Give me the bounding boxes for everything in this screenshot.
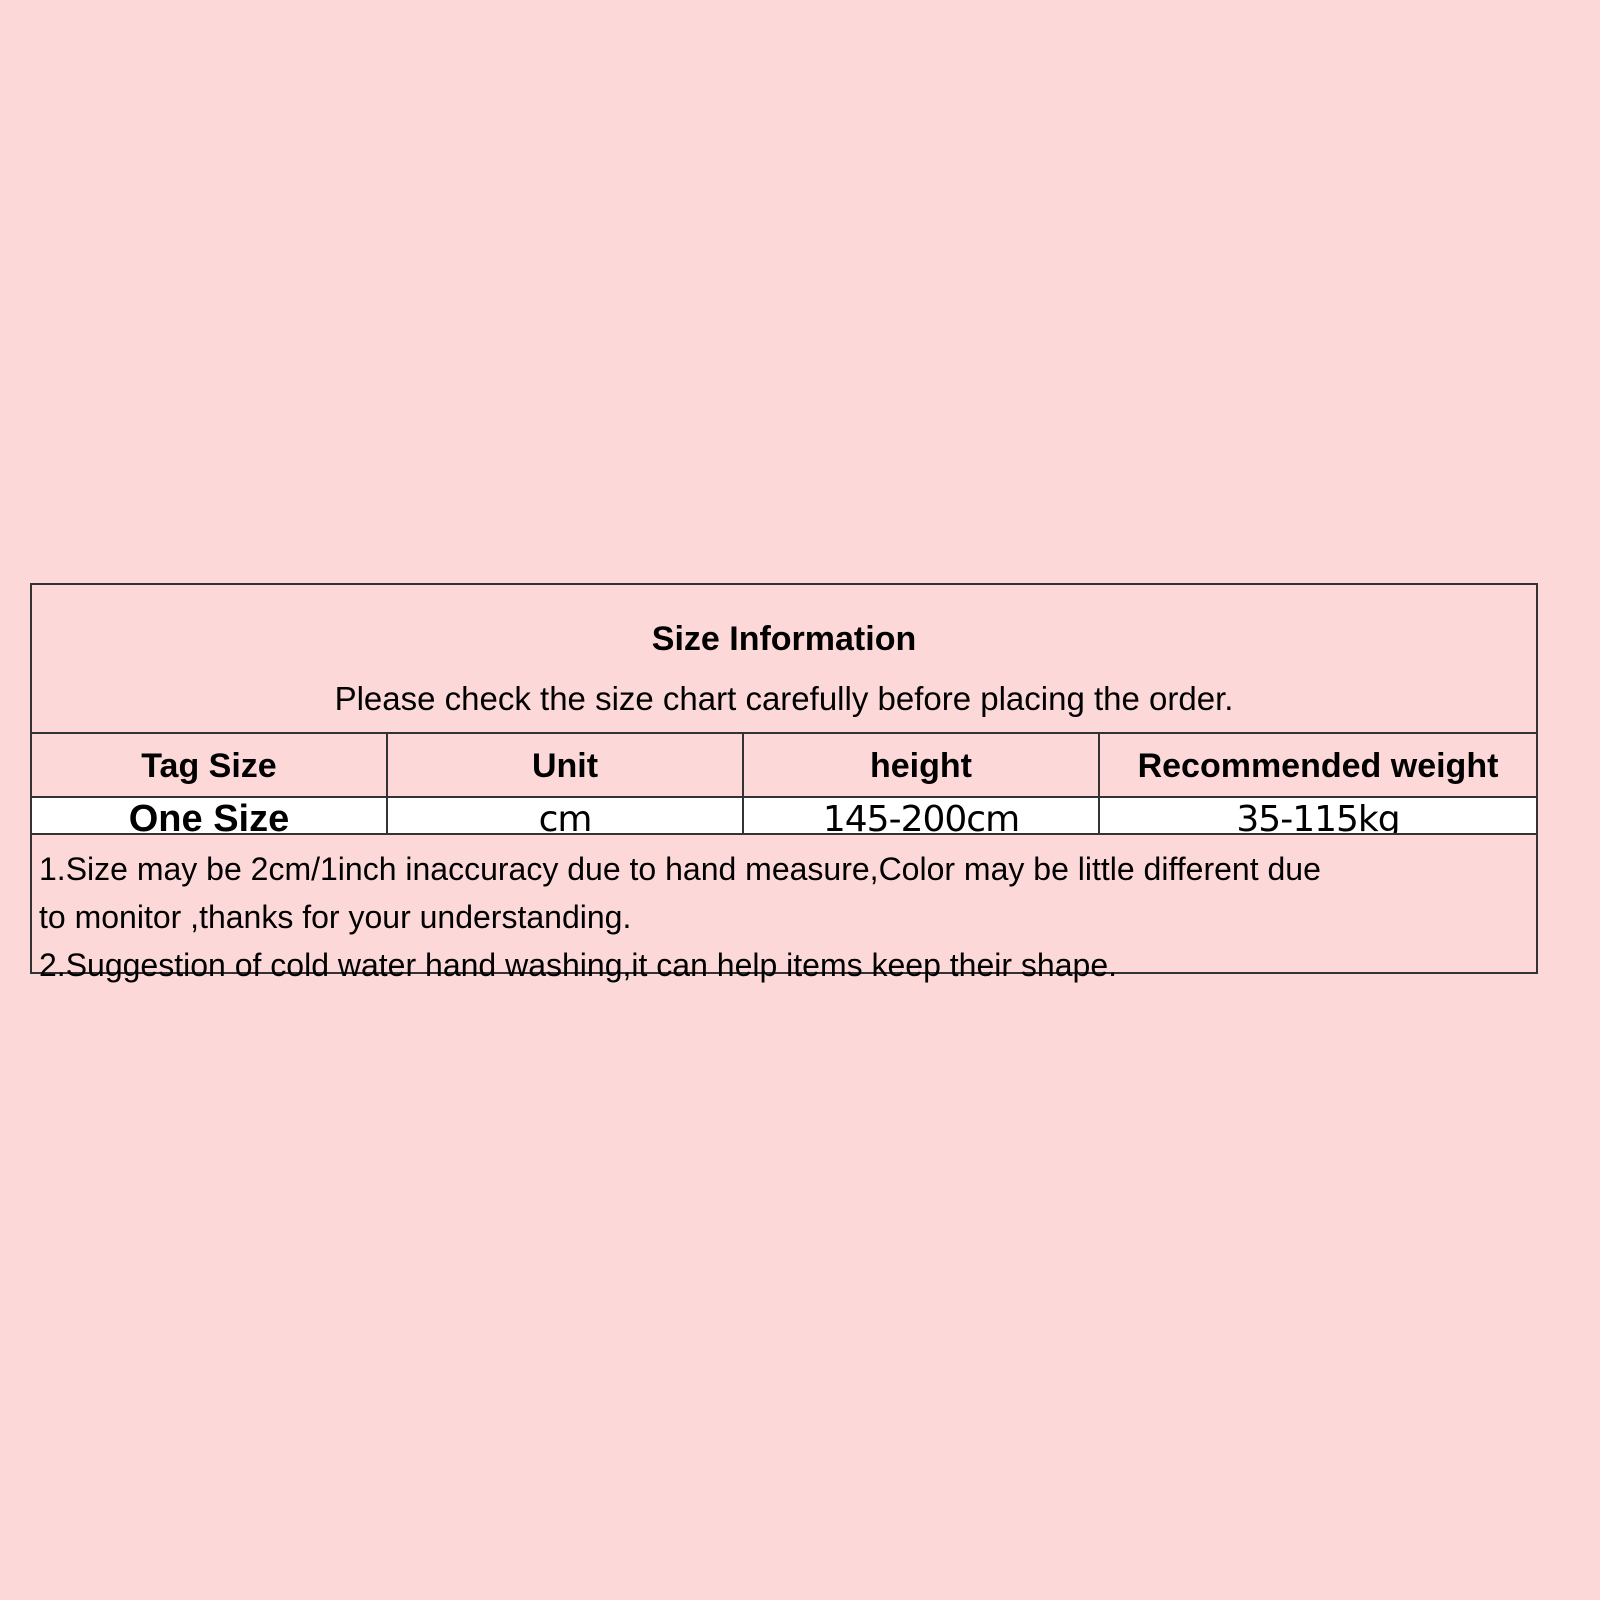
table-title: Size Information xyxy=(651,620,917,658)
cell-weight: 35-115kg xyxy=(1236,799,1400,833)
note-line: 2.Suggestion of cold water hand washing,… xyxy=(39,947,1117,983)
header-row: Tag Size Unit height Recommended weight xyxy=(32,734,1536,798)
note-line: 1.Size may be 2cm/1inch inaccuracy due t… xyxy=(39,851,1321,887)
notes: 1.Size may be 2cm/1inch inaccuracy due t… xyxy=(32,835,1536,983)
header-unit: Unit xyxy=(388,734,744,796)
cell-tag-size: One Size xyxy=(32,798,388,833)
header-recommended-weight: Recommended weight xyxy=(1137,747,1499,785)
table-row: One Size cm 145-200cm 35-115kg xyxy=(32,798,1536,835)
cell-unit: cm xyxy=(388,798,744,833)
size-table: Size Information Please check the size c… xyxy=(30,583,1538,983)
table-subtitle: Please check the size chart carefully be… xyxy=(334,680,1234,717)
title-block: Size Information Please check the size c… xyxy=(32,585,1536,734)
note-line: to monitor ,thanks for your understandin… xyxy=(39,899,632,935)
cell-height: 145-200cm xyxy=(744,798,1100,833)
header-tag-size: Tag Size xyxy=(32,734,388,796)
header-height: height xyxy=(744,734,1100,796)
